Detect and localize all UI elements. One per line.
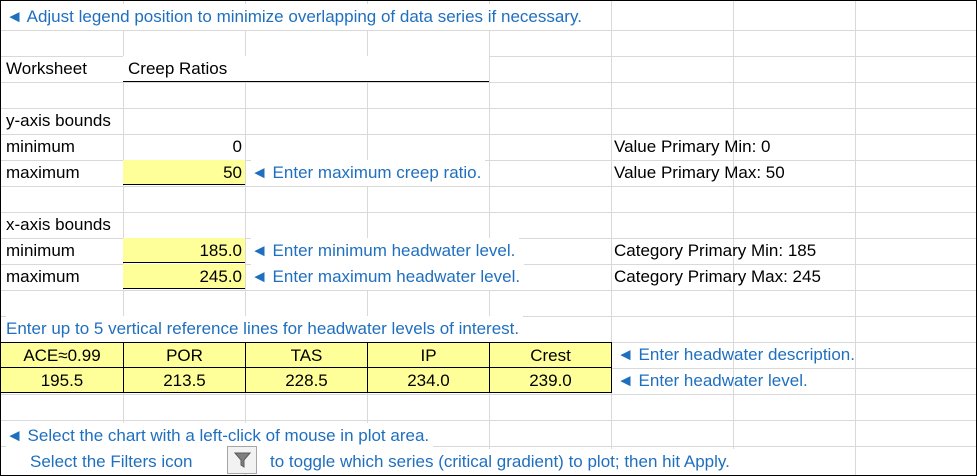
gridline <box>0 446 977 447</box>
y-max-label: maximum <box>6 163 80 182</box>
gridline <box>0 30 977 31</box>
gridline <box>0 82 977 83</box>
headwater-level-hint: ◄ Enter headwater level. <box>617 371 808 390</box>
select-chart-note: ◄ Select the chart with a left-click of … <box>6 423 434 449</box>
headwater-description-hint: ◄ Enter headwater description. <box>617 345 855 364</box>
x-max-input[interactable]: 245.0 <box>123 264 245 289</box>
x-max-label: maximum <box>6 267 80 286</box>
filters-button[interactable] <box>227 446 257 474</box>
headwater-level-input[interactable]: 234.0 <box>367 367 490 393</box>
headwater-level-input[interactable]: 213.5 <box>123 367 246 393</box>
category-primary-max-status: Category Primary Max: 245 <box>614 267 821 286</box>
gridline <box>0 186 977 187</box>
gridline <box>0 108 977 109</box>
filters-note-prefix: Select the Filters icon <box>30 449 199 475</box>
x-min-label: minimum <box>6 241 75 260</box>
worksheet-label: Worksheet <box>6 59 87 78</box>
x-min-hint: ◄ Enter minimum headwater level. <box>251 238 520 264</box>
headwater-description-input[interactable]: IP <box>367 342 490 368</box>
value-primary-max-status: Value Primary Max: 50 <box>614 163 785 182</box>
y-min-label: minimum <box>6 137 75 156</box>
headwater-level-input[interactable]: 228.5 <box>245 367 368 393</box>
headwater-level-input[interactable]: 195.5 <box>0 367 124 393</box>
gridline <box>0 134 977 135</box>
x-min-input[interactable]: 185.0 <box>123 238 245 263</box>
x-max-hint: ◄ Enter maximum headwater level. <box>251 264 525 290</box>
headwater-description-input[interactable]: POR <box>123 342 246 368</box>
x-axis-heading: x-axis bounds <box>6 215 111 234</box>
y-min-value-cell[interactable]: 0 <box>232 137 242 156</box>
gridline <box>0 212 977 213</box>
legend-position-note: ◄ Adjust legend position to minimize ove… <box>6 4 586 30</box>
filter-funnel-icon <box>234 452 251 468</box>
gridline <box>0 394 977 395</box>
headwater-description-input[interactable]: ACE≈0.99 <box>0 342 124 368</box>
category-primary-min-status: Category Primary Min: 185 <box>614 241 817 260</box>
gridline <box>0 420 977 421</box>
headwater-description-input[interactable]: Crest <box>489 342 612 368</box>
filters-note-suffix: to toggle which series (critical gradien… <box>270 449 734 475</box>
gridline <box>0 290 977 291</box>
y-max-input[interactable]: 50 <box>123 160 245 185</box>
gridline <box>0 160 977 161</box>
headwater-level-input[interactable]: 239.0 <box>489 367 612 393</box>
y-max-hint: ◄ Enter maximum creep ratio. <box>251 160 486 186</box>
headwater-description-input[interactable]: TAS <box>245 342 368 368</box>
value-primary-min-status: Value Primary Min: 0 <box>614 137 771 156</box>
reference-lines-heading: Enter up to 5 vertical reference lines f… <box>6 316 524 342</box>
y-axis-heading: y-axis bounds <box>6 111 111 130</box>
worksheet-name-cell[interactable]: Creep Ratios <box>123 56 489 82</box>
